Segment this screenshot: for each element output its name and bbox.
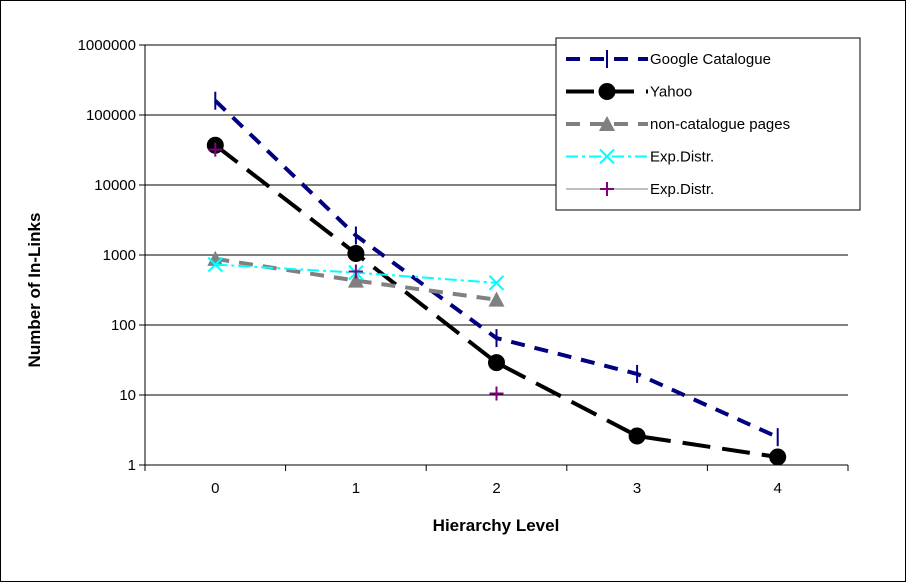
legend-swatch-marker xyxy=(599,116,615,131)
data-point xyxy=(207,250,224,266)
x-tick-label: 1 xyxy=(352,480,360,497)
y-tick-label: 10 xyxy=(119,387,136,404)
y-tick-label: 1000 xyxy=(103,247,136,264)
axes xyxy=(139,44,849,471)
y-tick-label: 10000 xyxy=(94,177,136,194)
legend: Google Catalogue Yahoo non-catalogue pages… xyxy=(555,37,861,211)
legend-item: Yahoo xyxy=(566,83,692,101)
y-tick-label: 100 xyxy=(111,317,136,334)
series-expdistr-4 xyxy=(208,142,504,401)
series-line xyxy=(214,143,778,460)
x-tick-labels: 0 1 2 3 4 xyxy=(211,480,782,497)
data-point xyxy=(488,275,505,291)
data-point xyxy=(488,291,505,307)
data-point xyxy=(347,272,364,288)
legend-item: Exp.Distr. xyxy=(566,181,714,198)
legend-item: Google Catalogue xyxy=(566,50,771,68)
series-google xyxy=(213,91,779,447)
series-noncatalogue xyxy=(207,250,505,307)
data-point xyxy=(207,256,224,273)
legend-item: non-catalogue pages xyxy=(566,116,790,133)
legend-label: Exp.Distr. xyxy=(650,181,714,198)
legend-label: Exp.Distr. xyxy=(650,149,714,166)
legend-swatch-marker xyxy=(598,83,616,100)
x-tick-label: 0 xyxy=(211,480,219,497)
y-axis-title: Number of In-Links xyxy=(25,213,44,368)
data-point xyxy=(488,354,505,372)
y-tick-label: 100000 xyxy=(86,107,136,124)
data-point xyxy=(769,448,787,466)
legend-swatch-marker xyxy=(600,182,614,196)
legend-item: Exp.Distr. xyxy=(566,149,714,166)
data-point xyxy=(348,264,363,279)
x-tick-label: 4 xyxy=(774,480,782,497)
legend-label: Yahoo xyxy=(650,84,692,101)
legend-label: non-catalogue pages xyxy=(650,116,790,133)
x-tick-label: 3 xyxy=(633,480,641,497)
x-tick-label: 2 xyxy=(492,480,500,497)
y-tick-label: 1 xyxy=(128,457,136,474)
y-tick-label: 1000000 xyxy=(78,37,136,54)
data-point xyxy=(628,427,646,445)
series-group xyxy=(206,91,787,466)
legend-swatch-marker xyxy=(599,148,615,165)
legend-label: Google Catalogue xyxy=(650,51,771,68)
data-point xyxy=(208,142,223,157)
data-point xyxy=(347,245,365,263)
data-point xyxy=(489,386,504,401)
y-tick-labels: 1 10 100 1000 10000 100000 1000000 xyxy=(78,37,136,474)
x-axis-title: Hierarchy Level xyxy=(433,516,560,535)
